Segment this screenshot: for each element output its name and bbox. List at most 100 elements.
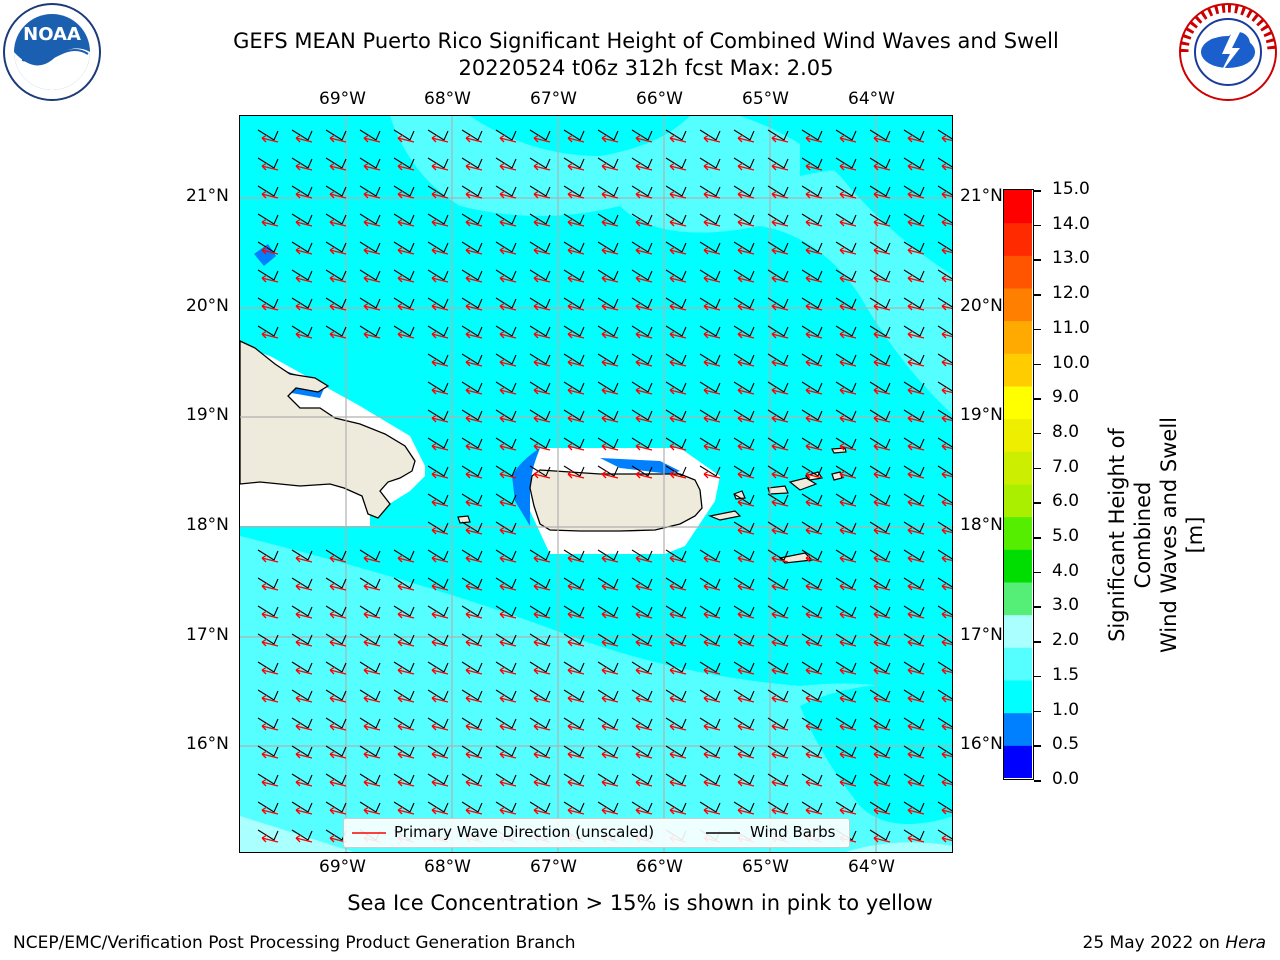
- wind-barb: [801, 605, 823, 617]
- wind-barb: [461, 465, 483, 477]
- wind-barb: [903, 605, 925, 617]
- wind-barb: [699, 773, 721, 785]
- wave-arrow: [363, 778, 381, 787]
- wind-barb: [733, 605, 755, 617]
- wave-arrow: [941, 218, 952, 227]
- wave-arrow: [261, 666, 279, 675]
- wind-barb: [461, 213, 483, 225]
- wave-arrow: [669, 638, 687, 647]
- wind-barb: [257, 185, 279, 197]
- lon-tick-bottom: 64°W: [848, 857, 895, 877]
- wave-arrow: [567, 554, 585, 563]
- wind-barb: [869, 325, 891, 337]
- wind-barb: [597, 801, 619, 813]
- wave-arrow: [941, 246, 952, 255]
- wave-arrow: [907, 274, 925, 283]
- wave-arrow: [771, 610, 789, 619]
- wave-arrow: [499, 722, 517, 731]
- wind-barb: [495, 577, 517, 589]
- wave-arrow: [907, 358, 925, 367]
- wind-barb: [733, 521, 755, 533]
- wave-arrow: [703, 554, 721, 563]
- wave-arrow: [601, 386, 619, 395]
- wave-arrow: [737, 218, 755, 227]
- wind-barb: [767, 521, 789, 533]
- wave-arrow: [363, 610, 381, 619]
- wind-barb: [291, 185, 313, 197]
- wave-arrow: [533, 218, 551, 227]
- wind-barb: [427, 549, 449, 561]
- wind-barb: [869, 577, 891, 589]
- wave-arrow: [703, 638, 721, 647]
- colorbar-tick-label: 6.0: [1052, 491, 1080, 512]
- wave-arrow: [601, 414, 619, 423]
- wind-barb: [835, 549, 857, 561]
- wind-barb: [869, 605, 891, 617]
- wave-arrow: [329, 246, 347, 255]
- wave-arrow: [431, 246, 449, 255]
- wave-arrow: [431, 666, 449, 675]
- wave-arrow: [567, 778, 585, 787]
- wind-barb: [767, 549, 789, 561]
- wave-arrow: [805, 554, 823, 563]
- wave-arrow: [635, 694, 653, 703]
- wind-barb: [461, 157, 483, 169]
- map-panel[interactable]: [239, 115, 953, 853]
- wave-arrow: [805, 498, 823, 507]
- wave-arrow: [771, 554, 789, 563]
- wave-arrow: [941, 470, 952, 479]
- wind-barb: [529, 269, 551, 281]
- wave-arrow: [465, 274, 483, 283]
- wind-barb: [699, 409, 721, 421]
- wind-barb: [869, 409, 891, 421]
- wave-arrow: [703, 190, 721, 199]
- wind-barb: [665, 801, 687, 813]
- wave-arrow: [465, 554, 483, 563]
- wind-barb: [359, 633, 381, 645]
- wind-barb: [801, 745, 823, 757]
- footer-date: 25 May 2022 on Hera: [1083, 933, 1267, 953]
- wave-arrow: [873, 162, 891, 171]
- wave-arrow: [805, 358, 823, 367]
- wave-arrow: [805, 330, 823, 339]
- wave-arrow: [941, 442, 952, 451]
- wind-barb: [801, 353, 823, 365]
- wind-barb: [563, 577, 585, 589]
- wind-barb: [767, 773, 789, 785]
- wind-barb: [801, 241, 823, 253]
- wave-arrow: [431, 358, 449, 367]
- colorbar-tick-mark: [1034, 294, 1041, 296]
- wave-arrow: [533, 386, 551, 395]
- wave-arrow: [499, 778, 517, 787]
- wave-arrow: [363, 246, 381, 255]
- wind-barb: [903, 185, 925, 197]
- island: [457, 515, 471, 524]
- colorbar-tick-mark: [1034, 606, 1041, 608]
- wind-barb: [427, 241, 449, 253]
- wind-barb: [699, 325, 721, 337]
- wave-arrow: [907, 470, 925, 479]
- wave-arrow: [499, 414, 517, 423]
- wave-arrow: [771, 190, 789, 199]
- wave-arrow: [737, 470, 755, 479]
- wave-arrow: [431, 302, 449, 311]
- wind-barb: [597, 129, 619, 141]
- wave-arrow: [907, 134, 925, 143]
- wind-barb: [733, 717, 755, 729]
- wind-barb: [631, 353, 653, 365]
- wind-barb: [665, 185, 687, 197]
- wave-arrow: [941, 554, 952, 563]
- wave-arrow: [873, 750, 891, 759]
- colorbar-swatch: [1004, 190, 1032, 224]
- wind-barb: [495, 605, 517, 617]
- wind-barb: [835, 213, 857, 225]
- wind-barb: [495, 465, 517, 477]
- colorbar-tick-label: 10.0: [1052, 352, 1090, 373]
- colorbar-tick-mark: [1034, 780, 1041, 782]
- wind-barb: [393, 605, 415, 617]
- colorbar-swatch: [1004, 680, 1032, 714]
- wind-barb: [597, 549, 619, 561]
- wind-barb: [427, 493, 449, 505]
- wave-arrow: [261, 722, 279, 731]
- wind-barb: [699, 381, 721, 393]
